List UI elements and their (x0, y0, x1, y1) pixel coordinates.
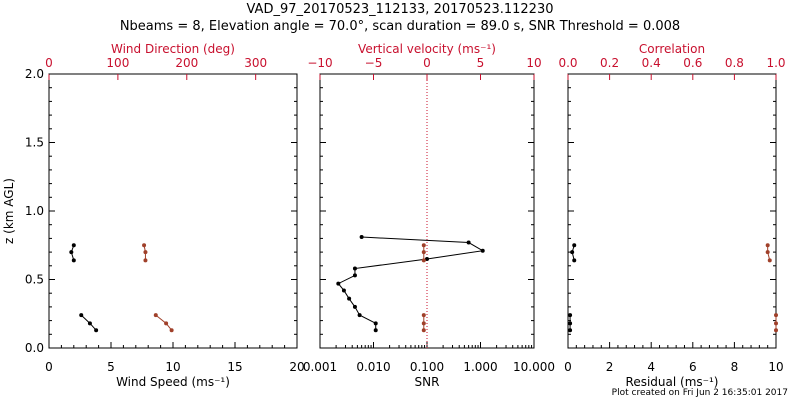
plot-frame-residual (567, 73, 777, 349)
top-x-axis-label: Wind Direction (deg) (111, 42, 235, 56)
y-tick-label: 0.5 (25, 273, 44, 287)
top-x-tick-label: 10 (526, 56, 541, 70)
top-x-tick-label: 0.0 (558, 56, 577, 70)
data-point-snr-bottom (359, 235, 364, 240)
y-axis-label: z (km AGL) (2, 178, 16, 244)
top-x-tick-label: 0.8 (725, 56, 744, 70)
x-tick-label: 8 (731, 360, 739, 374)
data-point-snr-bottom (347, 296, 352, 301)
top-x-tick-label: 300 (244, 56, 267, 70)
top-x-axis-label: Correlation (639, 42, 705, 56)
panel-residual (567, 73, 778, 349)
panel-snr (319, 73, 535, 349)
x-tick-label: 0.100 (410, 360, 444, 374)
data-point-wind-top (142, 243, 147, 248)
data-point-snr-top (421, 243, 426, 248)
x-tick-label: 0 (45, 360, 53, 374)
x-tick-label: 1.000 (463, 360, 497, 374)
data-point-snr-bottom (425, 256, 429, 261)
data-point-wind-top (143, 258, 148, 263)
x-tick-label: 2 (606, 360, 614, 374)
data-point-residual-bottom (568, 313, 573, 318)
data-point-snr-bottom (336, 281, 341, 286)
data-point-residual-bottom (572, 243, 577, 248)
x-axis-label: SNR (415, 375, 440, 389)
data-point-wind-top (169, 328, 174, 333)
data-point-snr-bottom (352, 273, 357, 278)
top-x-tick-label: 100 (106, 56, 129, 70)
data-point-wind-bottom (71, 243, 76, 248)
top-x-axis-label: Vertical velocity (ms⁻¹) (358, 42, 496, 56)
top-x-tick-label: 200 (175, 56, 198, 70)
data-point-snr-bottom (466, 240, 471, 245)
series-line-wind-top (155, 314, 173, 331)
data-point-residual-top (765, 250, 770, 255)
top-x-tick-label: 0.2 (600, 56, 619, 70)
x-tick-label: 0.001 (303, 360, 337, 374)
x-tick-label: 6 (689, 360, 697, 374)
data-point-snr-bottom (352, 304, 357, 309)
x-tick-label: 0.010 (356, 360, 390, 374)
data-point-snr-top (421, 321, 426, 326)
top-x-tick-label: 1.0 (766, 56, 785, 70)
data-point-residual-top (767, 258, 772, 263)
data-point-snr-top (421, 313, 426, 318)
x-tick-label: 15 (227, 360, 242, 374)
data-point-wind-bottom (69, 250, 74, 255)
plot-frame-wind (48, 73, 298, 349)
data-point-snr-bottom (373, 328, 378, 333)
x-tick-label: 20 (289, 360, 304, 374)
data-point-snr-bottom (480, 248, 485, 253)
x-tick-label: 10 (768, 360, 783, 374)
top-x-tick-label: 0.6 (683, 56, 702, 70)
data-point-snr-bottom (373, 321, 378, 326)
y-tick-label: 2.0 (25, 67, 44, 81)
x-tick-label: 0 (564, 360, 572, 374)
data-point-residual-bottom (568, 328, 573, 333)
data-point-wind-bottom (94, 328, 99, 333)
plot-frame-snr (319, 73, 535, 349)
data-point-snr-bottom (352, 266, 357, 271)
x-axis-label: Residual (ms⁻¹) (626, 375, 719, 389)
top-x-tick-label: 0 (423, 56, 431, 70)
data-point-wind-bottom (79, 313, 84, 318)
data-point-residual-top (774, 313, 778, 318)
data-point-wind-bottom (87, 321, 92, 326)
data-point-residual-top (765, 243, 770, 248)
panel-wind (48, 73, 298, 349)
data-point-wind-top (164, 321, 169, 326)
y-tick-label: 1.5 (25, 136, 44, 150)
y-tick-label: 1.0 (25, 204, 44, 218)
data-point-wind-top (143, 250, 148, 255)
data-point-snr-bottom (341, 288, 346, 293)
top-x-tick-label: −10 (307, 56, 332, 70)
top-x-tick-label: 5 (477, 56, 485, 70)
data-point-residual-top (774, 321, 778, 326)
top-x-tick-label: 0.4 (642, 56, 661, 70)
chart-subtitle: Nbeams = 8, Elevation angle = 70.0°, sca… (119, 19, 681, 34)
data-point-residual-bottom (568, 321, 573, 326)
x-tick-label: 5 (107, 360, 115, 374)
chart-title: VAD_97_20170523_112133, 20170523.112230 (246, 2, 554, 17)
data-point-residual-bottom (570, 250, 575, 255)
x-tick-label: 4 (647, 360, 655, 374)
data-point-residual-bottom (572, 258, 577, 263)
x-tick-label: 10.000 (513, 360, 555, 374)
data-point-snr-top (421, 258, 426, 263)
y-tick-label: 0.0 (25, 341, 44, 355)
plot-created-footer: Plot created on Fri Jun 2 16:35:01 2017 (611, 388, 788, 398)
data-point-residual-top (774, 328, 778, 333)
top-x-tick-label: −5 (365, 56, 383, 70)
data-point-wind-bottom (71, 258, 76, 263)
x-axis-label: Wind Speed (ms⁻¹) (116, 375, 230, 389)
x-tick-label: 10 (165, 360, 180, 374)
data-point-wind-top (153, 313, 158, 318)
data-point-snr-top (421, 250, 426, 255)
data-point-snr-bottom (357, 313, 362, 318)
top-x-tick-label: 0 (45, 56, 53, 70)
data-point-snr-top (421, 328, 426, 333)
